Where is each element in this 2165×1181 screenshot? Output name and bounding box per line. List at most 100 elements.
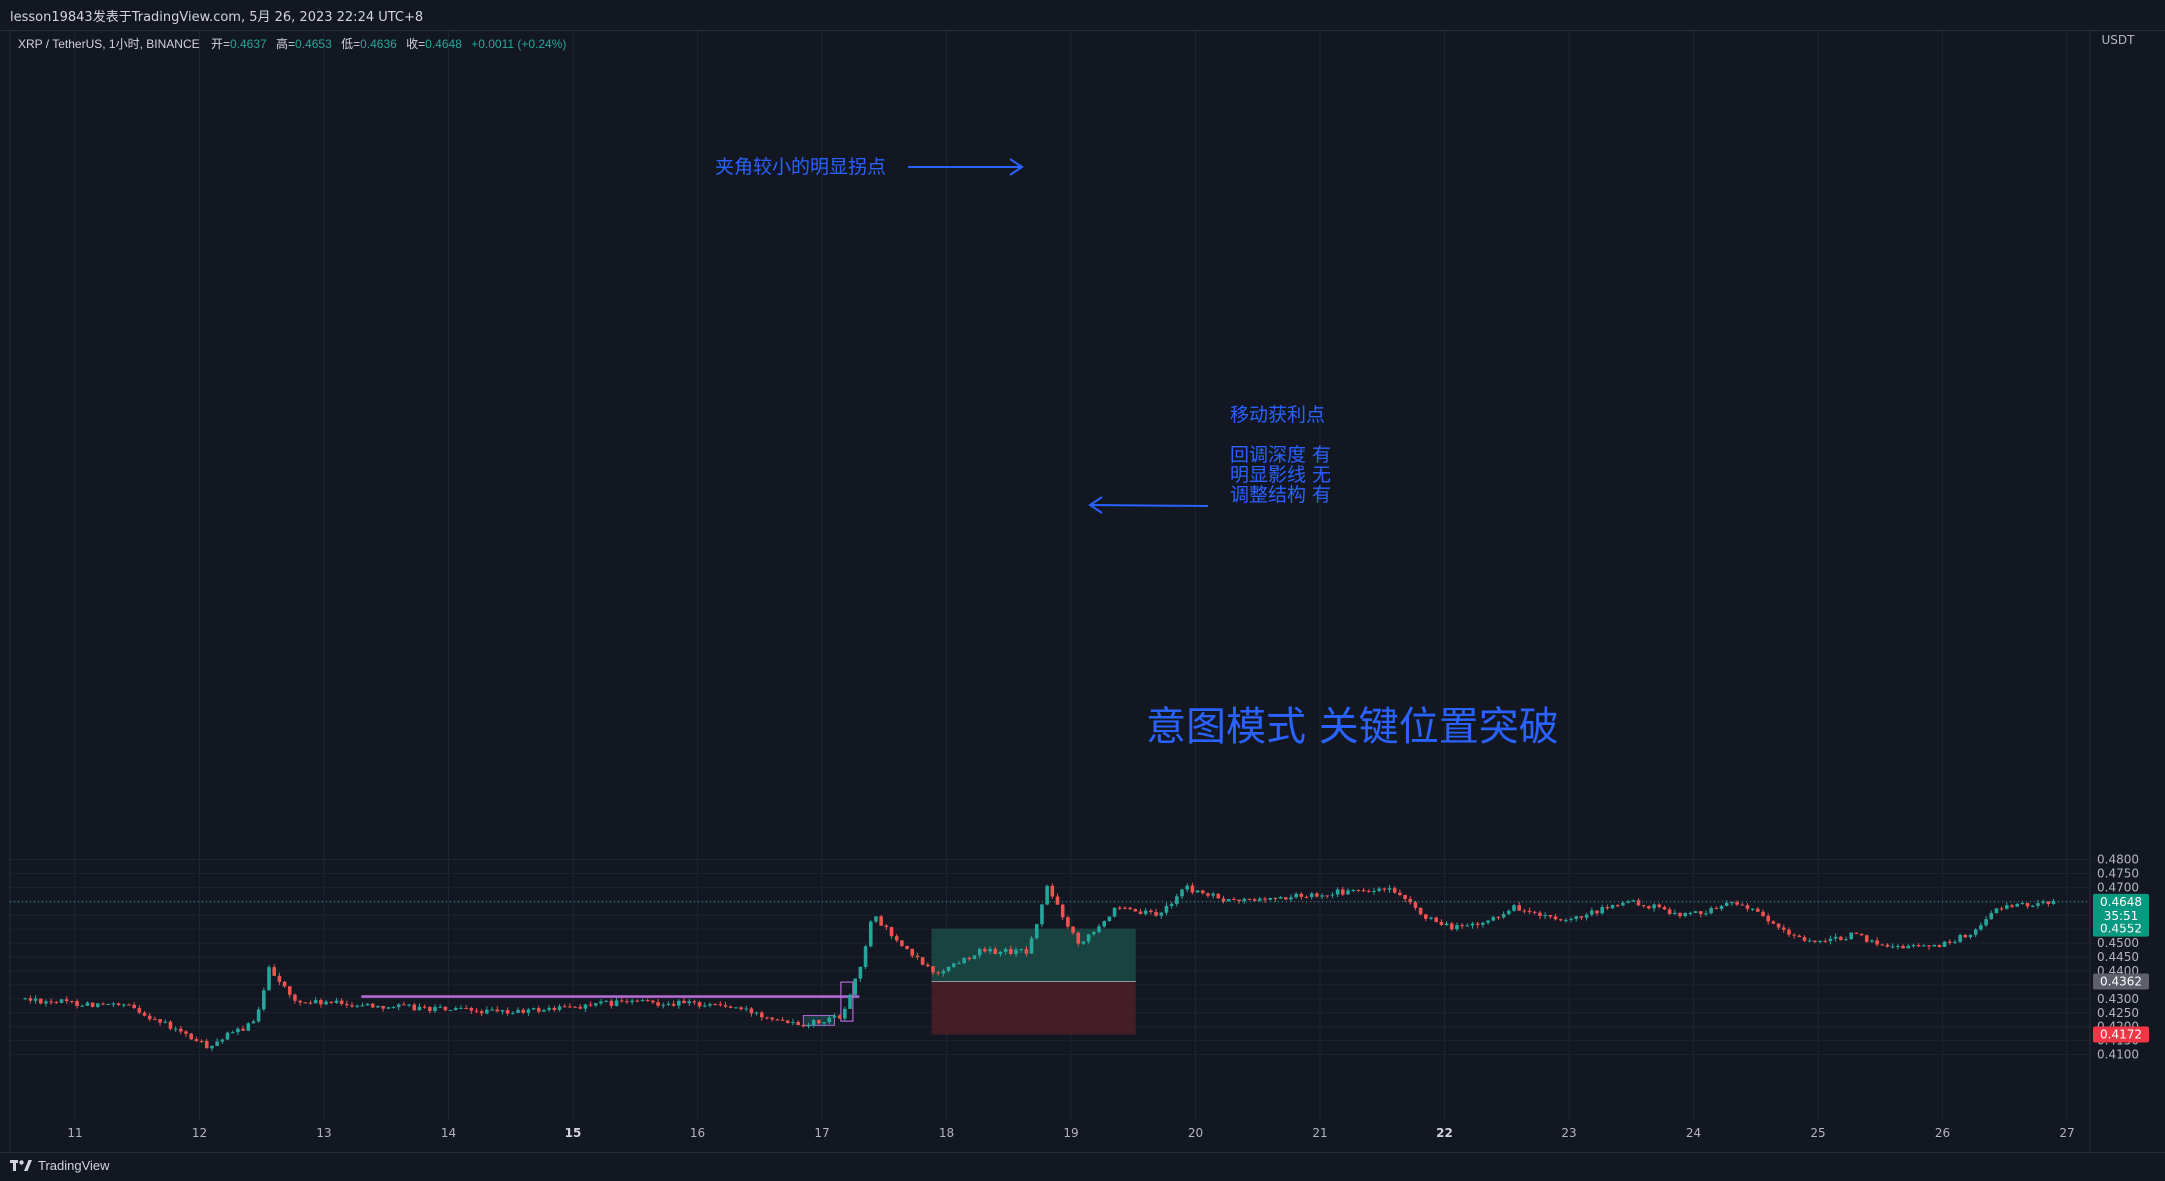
candle-body [381, 1005, 385, 1009]
candle-body [184, 1031, 188, 1034]
current-price-tag-bg [2093, 893, 2149, 924]
candle-body [1875, 940, 1879, 945]
candle-body [339, 1000, 344, 1004]
candle-body [1278, 897, 1283, 899]
candle-body [1159, 912, 1164, 916]
candle-body [49, 1001, 53, 1003]
candle-body [1854, 932, 1859, 934]
candle-body [350, 1005, 354, 1007]
turning-point-label: 夹角较小的明显拐点 [715, 156, 886, 178]
candle-body [1870, 940, 1874, 942]
candle-body [474, 1010, 479, 1012]
candle-body [1724, 902, 1729, 906]
candle-body [651, 1000, 655, 1003]
candle-body [677, 1000, 681, 1006]
candle-body [1709, 908, 1713, 914]
trailing-line-1: 回调深度 有 [1230, 444, 1331, 466]
candle-body [599, 1001, 603, 1004]
candle-body [1019, 949, 1023, 951]
candle-body [568, 1006, 572, 1008]
candle-body [1361, 890, 1366, 892]
snapshot-caption: lesson19843发表于TradingView.com, 5月 26, 20… [10, 10, 424, 25]
candle-body [106, 1004, 110, 1006]
stop-price-tag-bg [2093, 1026, 2149, 1043]
candle-body [1595, 910, 1599, 914]
candle-body [1045, 885, 1049, 905]
candle-body [1730, 902, 1734, 904]
candle-body [1781, 927, 1786, 930]
candle-body [2051, 900, 2056, 904]
candle-body [355, 1005, 359, 1007]
candle-body [1460, 925, 1464, 927]
candle-body [962, 957, 966, 964]
candle-body [1102, 921, 1106, 927]
candle-body [1989, 913, 1994, 920]
candle-body [1496, 917, 1501, 919]
candle-body [1942, 941, 1947, 947]
candle-body [1283, 897, 1288, 900]
candle-body [1226, 899, 1231, 902]
candle-body [293, 994, 297, 1001]
candle-body [422, 1006, 427, 1008]
candle-body [459, 1007, 463, 1009]
profit-zone[interactable] [931, 928, 1136, 982]
candle-body [1268, 897, 1272, 900]
candle-body [1377, 888, 1381, 891]
candle-body [687, 1001, 691, 1004]
candle-body [417, 1006, 422, 1011]
candle-body [1081, 941, 1086, 944]
candle-body [1034, 924, 1039, 939]
candle-body [1896, 945, 1900, 947]
time-axis[interactable]: 11 12 13 14 15 16 17 18 19 20 21 22 23 24 25 26 27 [67, 1126, 2074, 1140]
candle-body [23, 998, 27, 1000]
candle-body [391, 1007, 396, 1009]
candle-body [791, 1021, 795, 1023]
price-axis-unit: USDT [2102, 33, 2136, 47]
candle-body [536, 1008, 541, 1012]
stop-zone[interactable] [931, 981, 1136, 1035]
candle-body [682, 1000, 686, 1004]
candle-body [1449, 923, 1454, 930]
time-tick-label: 12 [192, 1126, 207, 1140]
trailing-profit-annotation[interactable]: 移动获利点 回调深度 有 明显影线 无 调整结构 有 [1088, 404, 1331, 514]
candle-body [1901, 945, 1905, 949]
candle-body [1859, 933, 1864, 936]
candle-body [2046, 901, 2051, 904]
candle-body [765, 1017, 769, 1019]
legend: XRP / TetherUS, 1小时, BINANCE 开=0.4637 高=… [18, 36, 566, 51]
chart-area[interactable]: XRP / TetherUS, 1小时, BINANCE 开=0.4637 高=… [0, 30, 2165, 1152]
candle-body [1009, 949, 1013, 954]
candle-body [915, 955, 920, 958]
candle-body [500, 1010, 505, 1012]
candle-body [1958, 935, 1962, 942]
candle-body [1341, 889, 1345, 895]
candle-body [1916, 945, 1921, 947]
candle-body [173, 1028, 178, 1030]
candle-body [2025, 902, 2030, 907]
candle-body [220, 1039, 225, 1042]
candle-body [858, 966, 863, 979]
candle-body [453, 1008, 458, 1011]
turning-point-annotation[interactable]: 夹角较小的明显拐点 [715, 156, 1024, 178]
legend-close-value: 0.4648 [425, 37, 462, 51]
candle-body [80, 1005, 85, 1007]
candle-body [101, 1003, 105, 1005]
candle-body [1252, 899, 1257, 901]
candle-body [194, 1039, 199, 1041]
candle-body [1807, 940, 1812, 942]
headline-annotation[interactable]: 意图模式 关键位置突破 [1146, 704, 1559, 750]
candle-body [1320, 895, 1324, 897]
candle-body [1527, 910, 1532, 912]
tradingview-logo-icon [10, 1159, 32, 1171]
candle-body [1880, 944, 1885, 946]
candle-body [1164, 905, 1169, 913]
candle-body [319, 1000, 323, 1005]
candle-body [1688, 912, 1693, 914]
candle-body [843, 1008, 847, 1019]
candle-body [1538, 912, 1542, 916]
tradingview-logo[interactable]: TradingView [10, 1158, 110, 1173]
candle-body [168, 1021, 173, 1029]
candle-body [1906, 945, 1911, 949]
candle-body [832, 1015, 837, 1018]
candle-body [848, 994, 852, 1009]
